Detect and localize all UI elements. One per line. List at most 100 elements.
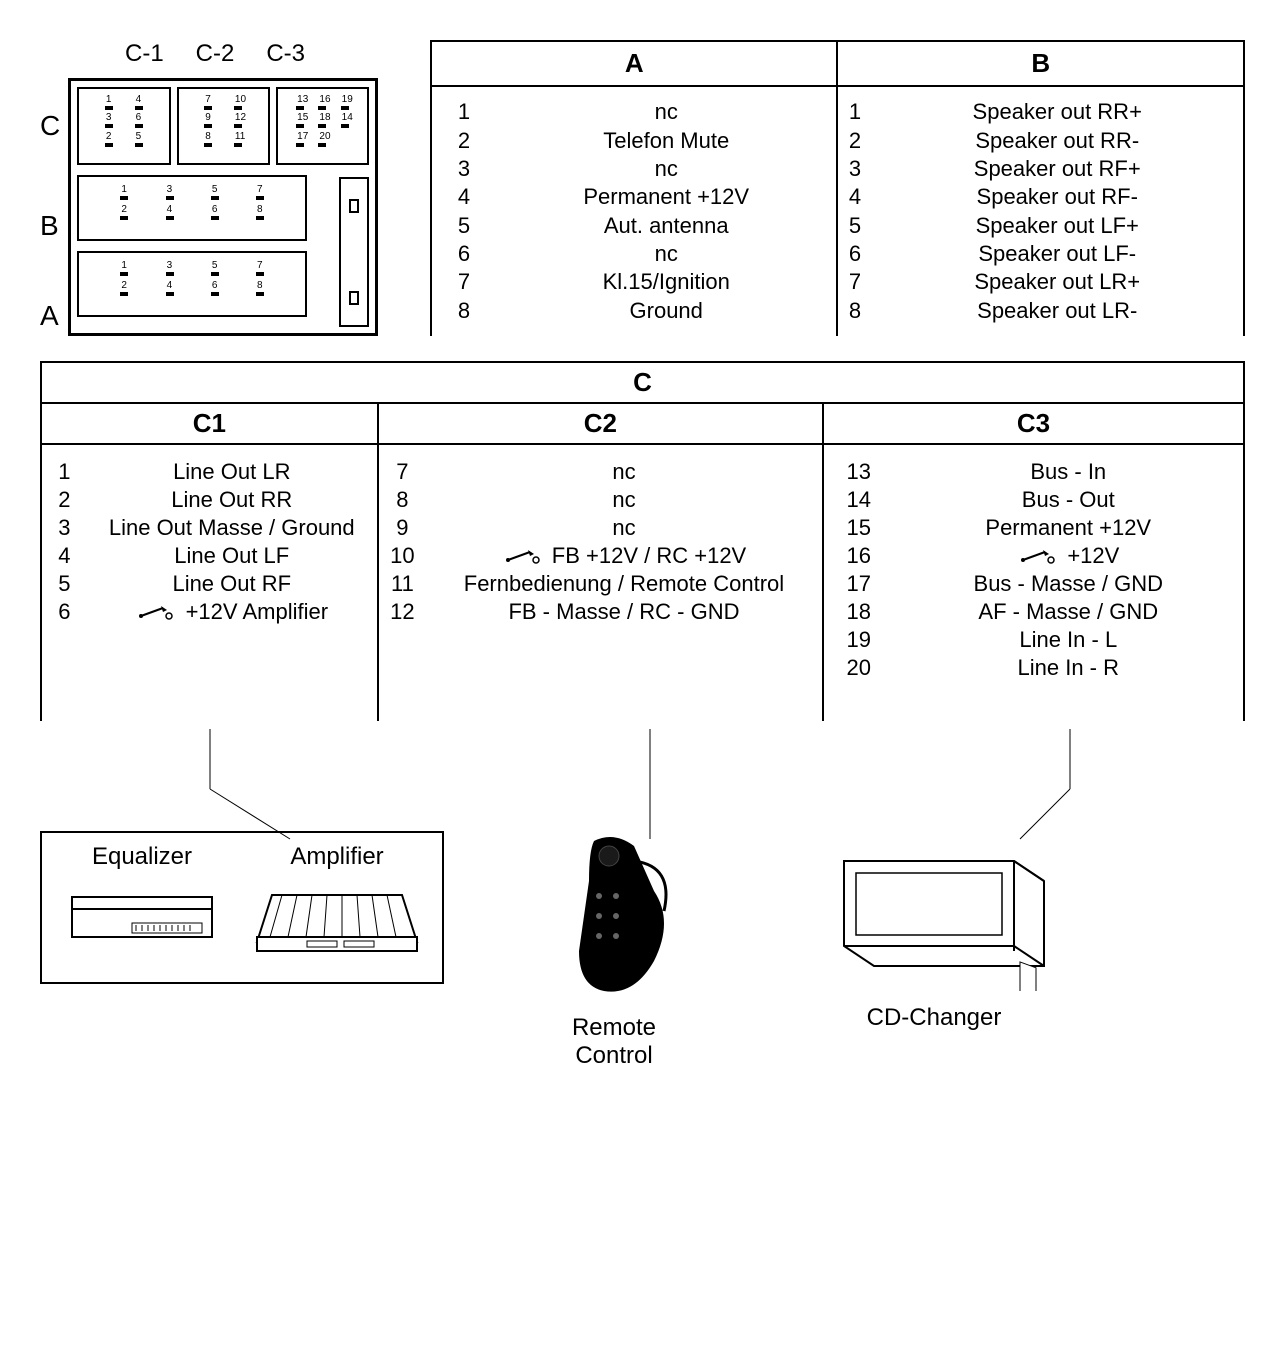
- slot-b: 13572468: [77, 175, 307, 241]
- pin-label: 12: [235, 112, 246, 123]
- pin: [120, 292, 128, 296]
- pin-label: 8: [205, 131, 211, 142]
- cell-desc: Speaker out LF-: [871, 240, 1244, 268]
- cell-num: 4: [431, 183, 496, 211]
- cell-desc: Line Out LF: [87, 542, 378, 570]
- cell-desc: nc: [426, 514, 823, 542]
- pin-label: 14: [342, 112, 353, 123]
- cell-desc: Ground: [496, 296, 838, 336]
- table-row: 7Kl.15/Ignition7Speaker out LR+: [431, 268, 1244, 296]
- cell-num: 5: [41, 570, 87, 598]
- pin-label: 4: [167, 204, 173, 215]
- cell-num: 10: [378, 542, 426, 570]
- pin-label: 20: [319, 131, 330, 142]
- cell-num: 7: [837, 268, 871, 296]
- pin-label: 13: [297, 94, 308, 105]
- cell-num: 5: [837, 211, 871, 239]
- table-row: 4Permanent +12V4Speaker out RF-: [431, 183, 1244, 211]
- label-c3: C-3: [266, 40, 305, 68]
- pin: [256, 292, 264, 296]
- pin: [256, 216, 264, 220]
- cell-desc: nc: [496, 86, 838, 126]
- remote-label: Remote Control: [544, 1014, 684, 1070]
- pin-label: 2: [121, 280, 127, 291]
- top-row: C-1 C-2 C-3 C B A 143625 710912811 13161…: [40, 40, 1245, 336]
- cell-num: 11: [378, 570, 426, 598]
- pin: [120, 196, 128, 200]
- label-c2: C-2: [196, 40, 235, 68]
- cell-num: 4: [41, 542, 87, 570]
- cell-desc: Line In - L: [894, 626, 1244, 654]
- pin-label: 15: [297, 112, 308, 123]
- table-row: 5Aut. antenna5Speaker out LF+: [431, 211, 1244, 239]
- pin: [211, 216, 219, 220]
- pin: [166, 272, 174, 276]
- cell-desc: Line Out RR: [87, 486, 378, 514]
- connector-diagram: C-1 C-2 C-3 C B A 143625 710912811 13161…: [40, 40, 400, 336]
- table-row: 2 Line Out RR8 nc14 Bus - Out: [41, 486, 1244, 514]
- pin: [234, 124, 242, 128]
- pin: [318, 106, 326, 110]
- pin-label: 3: [167, 184, 173, 195]
- cell-desc: Line In - R: [894, 654, 1244, 721]
- header-a: A: [431, 41, 837, 86]
- pin: [211, 292, 219, 296]
- table-row: 8Ground8Speaker out LR-: [431, 296, 1244, 336]
- cell-desc: nc: [496, 155, 838, 183]
- cell-desc: nc: [496, 240, 838, 268]
- header-c3: C3: [823, 403, 1244, 444]
- cell-desc: Bus - In: [894, 458, 1244, 486]
- pin-label: 5: [136, 131, 142, 142]
- pin: [296, 124, 304, 128]
- cell-desc: Permanent +12V: [496, 183, 838, 211]
- pin: [256, 272, 264, 276]
- remote-control-group: Remote Control: [544, 831, 684, 1070]
- pin: [211, 196, 219, 200]
- cell-num: 8: [837, 296, 871, 336]
- cell-num: 1: [41, 458, 87, 486]
- cell-desc: Kl.15/Ignition: [496, 268, 838, 296]
- table-row: 19 Line In - L: [41, 626, 1244, 654]
- cell-desc: Fernbedienung / Remote Control: [426, 570, 823, 598]
- pin: [166, 292, 174, 296]
- cell-num: 6: [837, 240, 871, 268]
- cell-num: 17: [823, 570, 894, 598]
- cell-desc: Speaker out LR+: [871, 268, 1244, 296]
- device-row: Equalizer Amplifier: [40, 831, 1245, 1070]
- pin: [105, 143, 113, 147]
- amplifier-block: Amplifier: [252, 843, 422, 962]
- cell-num: 2: [41, 486, 87, 514]
- table-row: 3 Line Out Masse / Ground9 nc15 Permanen…: [41, 514, 1244, 542]
- cell-desc: Speaker out RR+: [871, 86, 1244, 126]
- pin: [256, 196, 264, 200]
- cell-num: 8: [378, 486, 426, 514]
- pin-label: 16: [319, 94, 330, 105]
- pin-label: 9: [205, 112, 211, 123]
- cell-desc: Speaker out LR-: [871, 296, 1244, 336]
- table-row: 1 Line Out LR7 nc13 Bus - In: [41, 458, 1244, 486]
- remote-control-icon: [544, 831, 684, 1001]
- cell-desc: +12V Amplifier: [87, 598, 378, 626]
- cell-num: 6: [431, 240, 496, 268]
- side-clip: [339, 177, 369, 327]
- amplifier-label: Amplifier: [252, 843, 422, 871]
- pin-label: 5: [212, 184, 218, 195]
- cell-desc: Speaker out RR-: [871, 126, 1244, 154]
- cell-desc: Permanent +12V: [894, 514, 1244, 542]
- pin: [105, 106, 113, 110]
- pin-label: 1: [121, 184, 127, 195]
- slot-c1: 143625: [77, 87, 170, 165]
- cell-num: 3: [41, 514, 87, 542]
- cd-changer-icon: [814, 831, 1054, 991]
- pin: [166, 216, 174, 220]
- pin-label: 8: [257, 204, 263, 215]
- pin: [204, 106, 212, 110]
- cell-num: 20: [823, 654, 894, 721]
- pin-label: 4: [136, 94, 142, 105]
- cd-changer-group: CD-Changer: [814, 831, 1054, 1032]
- pin: [296, 106, 304, 110]
- pin: [234, 106, 242, 110]
- pin-label: 3: [106, 112, 112, 123]
- pin: [204, 143, 212, 147]
- pin-label: 6: [136, 112, 142, 123]
